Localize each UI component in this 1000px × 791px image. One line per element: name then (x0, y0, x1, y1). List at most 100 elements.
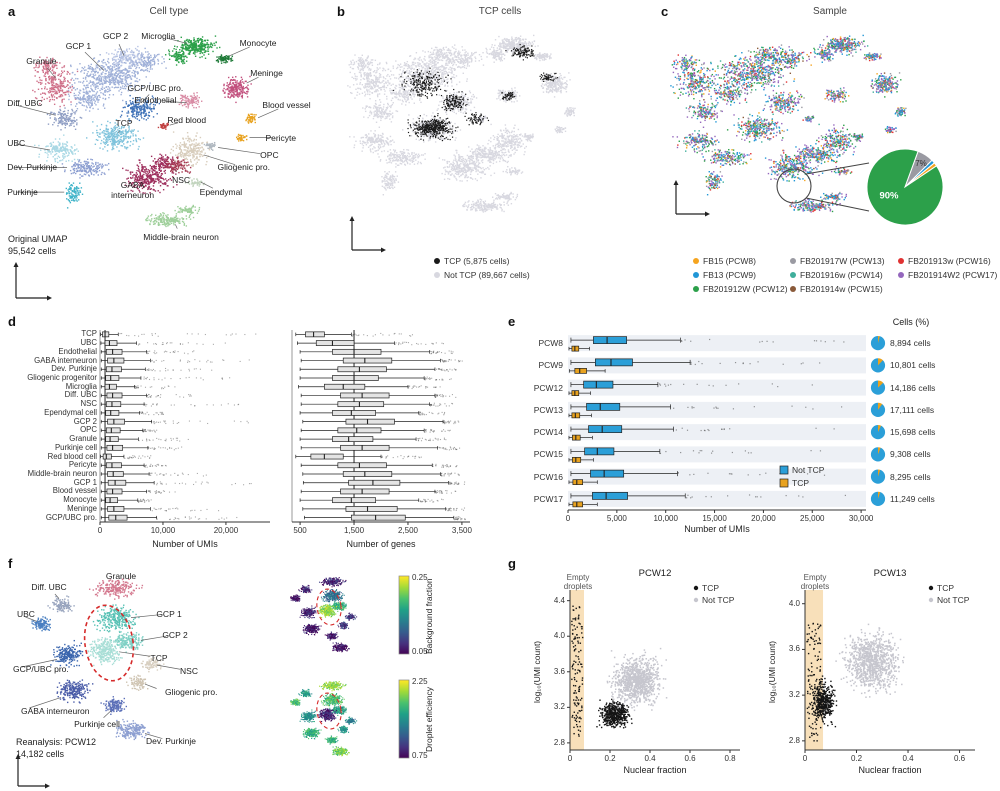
d-category-label: Diff. UBC (64, 390, 97, 400)
a-cluster-label: Red blood (167, 114, 207, 125)
g-legend-not-tcp: Not TCP (937, 594, 970, 605)
e-row-label: PCW8 (538, 337, 563, 348)
d-tick-label: 10,000 (150, 526, 176, 535)
g-ytick-label: 4.0 (553, 631, 565, 641)
e-row-label: PCW13 (533, 404, 563, 415)
g-ytick-label: 3.6 (553, 666, 565, 676)
colorbar1-max: 0.25 (412, 573, 428, 582)
panel-f-caption-line1: Reanalysis: PCW12 (16, 737, 97, 747)
e-tick-label: 0 (565, 514, 571, 523)
g-annotation-empty-droplets-1a: Empty (566, 573, 590, 582)
g-xtick-label: 0.6 (684, 754, 696, 763)
g-xlabel-pcw13: Nuclear fraction (858, 765, 922, 775)
a-cluster-label: OPC (260, 149, 279, 160)
a-cluster-label: interneuron (111, 189, 155, 200)
c-legend-item: FB201914W2 (PCW17) (908, 269, 998, 280)
g-legend-not-tcp: Not TCP (702, 594, 735, 605)
d-category-label: TCP (81, 329, 97, 339)
g-ytick-label: 3.6 (788, 644, 800, 654)
c-pie-label-90: 90% (879, 190, 899, 202)
g-ytick-label: 3.2 (553, 702, 565, 712)
g-xtick-label: 0 (567, 754, 573, 763)
c-legend-item: FB201914w (PCW15) (800, 283, 883, 294)
colorbar1-min: 0.05 (412, 647, 428, 656)
e-cell-count: 15,698 cells (890, 426, 936, 437)
e-cell-count: 10,801 cells (890, 360, 936, 371)
f-cluster-label: Gliogenic pro. (165, 686, 218, 697)
d-category-label: Meninge (67, 504, 97, 514)
g-ytick-label: 3.2 (788, 690, 800, 700)
g-legend-tcp: TCP (937, 582, 954, 593)
d-category-label: Granule (69, 434, 97, 444)
b-legend-item: TCP (5,875 cells) (444, 255, 510, 266)
d-category-label: Pericyte (68, 460, 97, 470)
a-cluster-label: GCP/UBC pro. (127, 82, 184, 93)
f-cluster-label: NSC (180, 665, 198, 676)
g-xtick-label: 0.8 (724, 754, 736, 763)
c-legend-item: FB15 (PCW8) (703, 255, 756, 266)
g-legend-tcp: TCP (702, 582, 719, 593)
d-category-label: OPC (80, 425, 97, 435)
a-cluster-label: Purkinje (7, 186, 38, 197)
a-cluster-label: GABA (120, 179, 145, 190)
d-tick-label: 20,000 (213, 526, 239, 535)
d-category-label: Monocyte (63, 495, 97, 505)
a-cluster-label: GCP 1 (65, 40, 92, 51)
g-annotation-empty-droplets-2b: droplets (800, 582, 830, 591)
g-ylabel-pcw13: log₁₀(UMI count) (767, 640, 777, 704)
a-cluster-label: Monocyte (239, 38, 277, 49)
a-cluster-label: UBC (7, 137, 26, 148)
d-category-label: Microglia (65, 381, 97, 391)
panel-f-caption-line2: 14,182 cells (16, 749, 65, 759)
e-tick-label: 20,000 (751, 514, 776, 523)
e-row-label: PCW14 (533, 426, 563, 437)
a-cluster-label: Ependymal (199, 186, 243, 197)
a-cluster-label: Granule (26, 55, 57, 66)
g-ytick-label: 2.8 (788, 735, 800, 745)
e-xlabel-umis: Number of UMIs (684, 524, 750, 534)
e-legend-not-tcp: Not TCP (792, 464, 825, 475)
g-title-pcw12: PCW12 (638, 568, 672, 579)
d-category-label: GCP 1 (73, 477, 97, 487)
d-tick-label: 2,500 (397, 526, 418, 535)
d-category-label: Endothelial (58, 346, 97, 356)
panel-title-a: Cell type (149, 6, 189, 17)
panel-letter-f: f (8, 556, 13, 571)
d-category-label: Ependymal cell (44, 408, 97, 418)
g-ytick-label: 4.4 (553, 595, 565, 605)
g-xtick-label: 0.4 (644, 754, 656, 763)
g-ytick-label: 4.0 (788, 598, 800, 608)
d-category-label: GCP/UBC pro. (45, 512, 97, 522)
d-xlabel-genes: Number of genes (346, 539, 416, 549)
a-cluster-label: Blood vessel (262, 100, 311, 111)
f-cluster-label: GABA interneuron (21, 705, 90, 716)
f-cluster-label: GCP 1 (156, 608, 182, 619)
colorbar-title-background-fraction: Background fraction (424, 578, 434, 654)
d-category-label: Blood vessel (52, 486, 97, 496)
panel-a-caption-line2: 95,542 cells (8, 246, 57, 256)
panel-a-caption-line1: Original UMAP (8, 234, 68, 244)
g-ylabel-pcw12: log₁₀(UMI count) (532, 640, 542, 704)
c-legend-item: FB13 (PCW9) (703, 269, 756, 280)
panel-title-b: TCP cells (478, 6, 522, 17)
g-ytick-label: 2.8 (553, 737, 565, 747)
d-category-label: Red blood cell (47, 451, 97, 461)
d-tick-label: 1,500 (344, 526, 365, 535)
e-tick-label: 5,000 (606, 514, 627, 523)
g-xtick-label: 0.2 (850, 754, 863, 763)
panel-letter-b: b (337, 4, 345, 19)
f-cluster-label: UBC (17, 608, 35, 619)
e-cell-count: 8,295 cells (890, 471, 931, 482)
d-category-label: GCP 2 (73, 416, 97, 426)
d-tick-label: 3,500 (451, 526, 472, 535)
d-tick-label: 0 (97, 526, 103, 535)
e-cell-count: 14,186 cells (890, 382, 936, 393)
d-category-label: UBC (80, 338, 97, 348)
d-category-label: Dev. Purkinje (51, 364, 97, 374)
d-category-label: Middle-brain neuron (27, 469, 97, 479)
a-cluster-label: Pericyte (265, 132, 297, 143)
d-category-label: NSC (80, 399, 97, 409)
a-cluster-label: Endothelial (134, 95, 177, 106)
